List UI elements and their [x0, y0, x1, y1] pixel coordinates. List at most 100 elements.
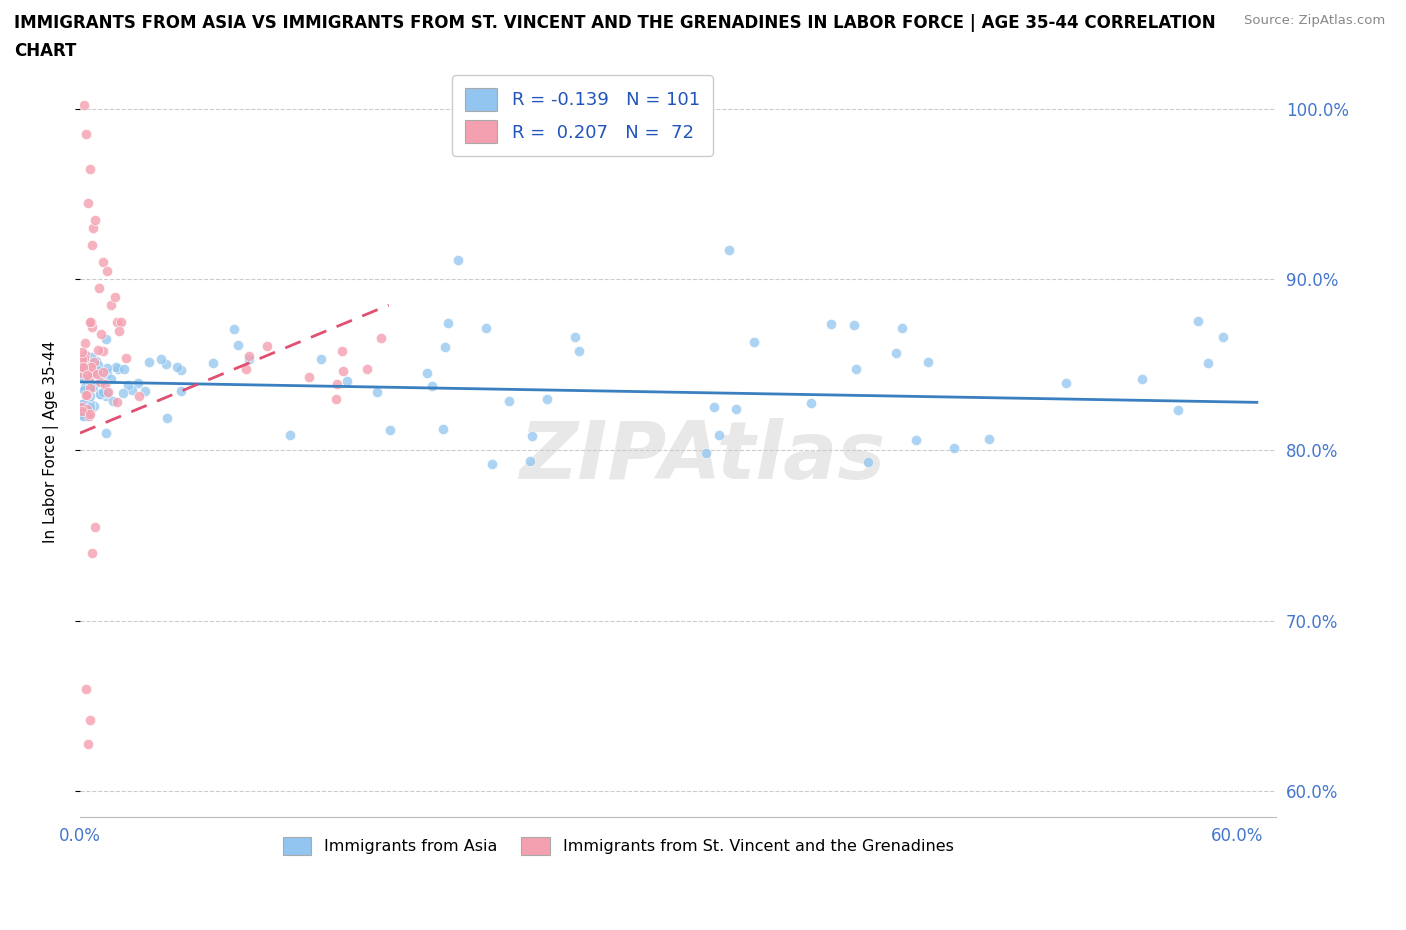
Point	[378, 422, 401, 437]
Point	[278, 428, 301, 443]
Point	[432, 421, 454, 436]
Point	[75, 408, 97, 423]
Point	[73, 396, 96, 411]
Point	[96, 263, 118, 278]
Point	[89, 387, 111, 402]
Point	[75, 127, 97, 142]
Point	[75, 355, 97, 370]
Point	[86, 363, 108, 378]
Point	[94, 377, 117, 392]
Point	[83, 399, 105, 414]
Point	[96, 361, 118, 376]
Point	[73, 372, 96, 387]
Point	[83, 354, 105, 369]
Point	[91, 365, 114, 380]
Point	[97, 384, 120, 399]
Point	[70, 344, 93, 359]
Point	[128, 388, 150, 403]
Point	[72, 360, 94, 375]
Point	[138, 354, 160, 369]
Point	[75, 347, 97, 362]
Point	[70, 365, 93, 380]
Point	[70, 407, 93, 422]
Point	[75, 682, 97, 697]
Point	[96, 389, 118, 404]
Point	[238, 352, 260, 366]
Point	[70, 352, 93, 366]
Point	[112, 385, 135, 400]
Point	[90, 326, 112, 341]
Point	[104, 360, 127, 375]
Point	[84, 212, 107, 227]
Point	[1187, 313, 1209, 328]
Point	[80, 320, 103, 335]
Point	[156, 410, 179, 425]
Point	[100, 371, 122, 386]
Point	[420, 379, 443, 393]
Text: Source: ZipAtlas.com: Source: ZipAtlas.com	[1244, 14, 1385, 27]
Point	[416, 365, 439, 380]
Point	[519, 453, 541, 468]
Point	[107, 362, 129, 377]
Point	[709, 428, 731, 443]
Point	[73, 98, 96, 113]
Point	[114, 362, 136, 377]
Point	[238, 349, 260, 364]
Point	[564, 329, 586, 344]
Point	[76, 195, 98, 210]
Point	[96, 426, 118, 441]
Point	[79, 389, 101, 404]
Point	[90, 371, 112, 386]
Point	[89, 281, 111, 296]
Point	[820, 316, 842, 331]
Point	[105, 394, 128, 409]
Point	[70, 397, 93, 412]
Text: ZIPAtlas: ZIPAtlas	[519, 418, 884, 496]
Point	[82, 365, 104, 380]
Point	[76, 367, 98, 382]
Point	[917, 354, 939, 369]
Point	[91, 384, 114, 399]
Point	[718, 243, 741, 258]
Point	[325, 392, 347, 406]
Point	[79, 380, 101, 395]
Point	[890, 321, 912, 336]
Point	[79, 396, 101, 411]
Point	[84, 520, 107, 535]
Point	[366, 385, 388, 400]
Point	[695, 445, 717, 460]
Point	[201, 355, 224, 370]
Point	[326, 377, 349, 392]
Point	[70, 367, 93, 382]
Point	[75, 379, 97, 394]
Point	[104, 289, 127, 304]
Point	[76, 737, 98, 751]
Point	[82, 379, 104, 394]
Point	[91, 255, 114, 270]
Point	[75, 364, 97, 379]
Point	[235, 362, 257, 377]
Point	[80, 350, 103, 365]
Point	[72, 408, 94, 423]
Point	[77, 371, 100, 386]
Legend: Immigrants from Asia, Immigrants from St. Vincent and the Grenadines: Immigrants from Asia, Immigrants from St…	[276, 830, 960, 861]
Point	[856, 455, 879, 470]
Point	[170, 363, 193, 378]
Point	[79, 362, 101, 377]
Point	[96, 365, 118, 380]
Point	[943, 441, 966, 456]
Point	[498, 393, 520, 408]
Point	[330, 344, 353, 359]
Point	[110, 314, 132, 329]
Point	[86, 358, 108, 373]
Point	[332, 364, 354, 379]
Point	[73, 405, 96, 420]
Point	[117, 378, 139, 392]
Point	[96, 386, 118, 401]
Point	[86, 343, 108, 358]
Point	[536, 392, 558, 406]
Point	[155, 356, 177, 371]
Point	[70, 404, 93, 418]
Point	[100, 298, 122, 312]
Point	[1212, 329, 1234, 344]
